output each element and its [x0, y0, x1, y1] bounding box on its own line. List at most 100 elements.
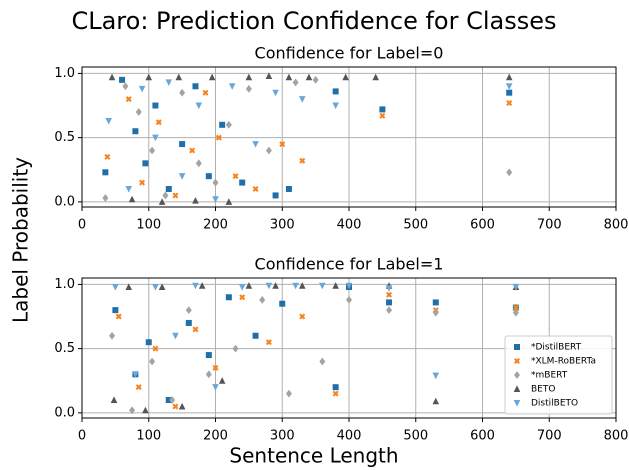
point — [135, 108, 142, 116]
x-tick-label: 200 — [203, 429, 228, 444]
point — [129, 406, 136, 415]
point — [175, 73, 183, 81]
point — [245, 282, 253, 289]
legend-marker — [514, 344, 520, 350]
point — [112, 307, 119, 314]
point — [218, 377, 226, 384]
point — [125, 283, 133, 290]
point — [172, 332, 179, 340]
point — [432, 397, 440, 405]
point — [238, 283, 246, 291]
point — [386, 299, 393, 306]
point — [172, 403, 179, 410]
point — [332, 102, 339, 110]
point — [192, 326, 199, 333]
point — [272, 192, 279, 199]
point — [178, 402, 186, 410]
legend-marker — [513, 400, 521, 407]
x-tick-label: 700 — [537, 218, 562, 233]
point — [158, 283, 166, 290]
point — [506, 99, 513, 106]
point — [252, 141, 259, 148]
point — [512, 304, 519, 311]
point — [212, 196, 219, 203]
point — [122, 82, 129, 91]
plot-frame — [81, 277, 617, 419]
point — [139, 179, 146, 186]
point — [145, 73, 153, 81]
point — [205, 173, 212, 180]
point — [239, 294, 246, 301]
point — [272, 282, 279, 289]
point — [379, 112, 386, 119]
point — [505, 83, 513, 90]
y-tick-label: 1.0 — [54, 66, 75, 81]
point — [345, 282, 353, 290]
point — [386, 291, 393, 298]
point — [132, 371, 139, 378]
point — [265, 72, 273, 79]
point — [185, 319, 192, 326]
point — [172, 192, 179, 199]
plot-frame — [81, 66, 617, 208]
point — [189, 147, 196, 154]
point — [506, 89, 513, 96]
point — [149, 357, 156, 366]
point — [379, 106, 386, 113]
point — [212, 384, 219, 391]
point — [279, 300, 286, 307]
legend-box — [504, 335, 613, 415]
point — [232, 344, 239, 353]
point — [105, 117, 112, 125]
point — [285, 186, 292, 193]
y-axis-label: Label Probability — [9, 157, 33, 323]
point — [195, 159, 202, 168]
point — [292, 78, 299, 87]
y-tick-label: 0.0 — [54, 194, 75, 209]
x-tick-label: 400 — [337, 429, 362, 444]
point — [205, 352, 212, 359]
point — [192, 282, 199, 290]
point — [346, 295, 352, 304]
point — [102, 194, 109, 202]
figure-title: CLaro: Prediction Confidence for Classes — [71, 7, 556, 35]
point — [179, 141, 186, 148]
point — [279, 141, 286, 148]
point — [132, 128, 139, 135]
legend-label: DistilBETO — [531, 399, 578, 409]
point — [208, 73, 216, 81]
x-tick-label: 600 — [470, 218, 495, 233]
x-tick-label: 800 — [604, 429, 629, 444]
point — [110, 396, 118, 404]
x-tick-label: 0 — [78, 218, 86, 233]
point — [312, 75, 319, 84]
point — [332, 384, 339, 391]
point — [342, 73, 349, 81]
point — [299, 157, 306, 164]
point — [232, 173, 239, 180]
point — [212, 364, 219, 371]
x-axis-label: Sentence Length — [229, 444, 398, 468]
legend-marker — [514, 358, 520, 364]
x-tick-label: 0 — [78, 429, 86, 444]
point — [332, 88, 339, 95]
point — [432, 372, 440, 380]
point — [215, 134, 222, 141]
point — [152, 134, 159, 142]
x-tick-label: 500 — [403, 429, 428, 444]
y-tick-label: 0.0 — [54, 405, 75, 420]
point — [115, 313, 122, 320]
legend-marker — [514, 371, 520, 379]
point — [152, 345, 159, 352]
point — [192, 83, 199, 90]
point — [385, 285, 393, 292]
point — [239, 179, 246, 186]
point — [252, 186, 259, 193]
point — [372, 73, 379, 81]
x-tick-label: 500 — [403, 218, 428, 233]
point — [142, 406, 149, 414]
point — [225, 294, 232, 301]
y-tick-label: 1.0 — [54, 277, 75, 292]
point — [128, 195, 136, 203]
point — [265, 339, 272, 346]
